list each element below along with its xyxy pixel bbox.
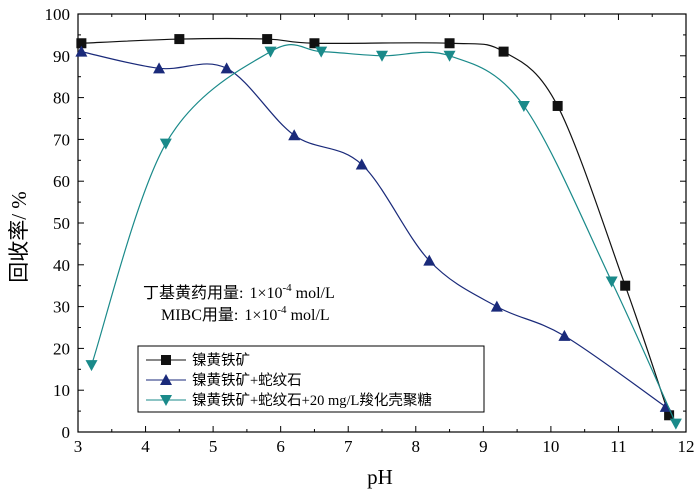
data-point-square <box>620 280 631 291</box>
y-axis-label: 回收率/ % <box>7 191 31 283</box>
y-tick-label: 30 <box>53 298 70 317</box>
series-layer <box>75 34 682 430</box>
legend-marker-triangle-up <box>160 374 172 385</box>
y-tick-label: 100 <box>45 5 71 24</box>
y-tick-label: 70 <box>53 130 70 149</box>
data-point-square <box>498 46 509 57</box>
x-tick-label: 6 <box>276 437 285 456</box>
annotation-mibc-dosage: MIBC用量: 1×10-4 mol/L <box>161 304 330 324</box>
data-point-triangle-down <box>443 50 456 62</box>
data-point-triangle-down <box>669 418 682 430</box>
annotation-block: 丁基黄药用量: 1×10-4 mol/L MIBC用量: 1×10-4 mol/L <box>143 282 335 324</box>
series-line-1 <box>81 37 670 416</box>
data-point-triangle-up <box>288 129 301 141</box>
data-point-triangle-up <box>153 62 166 74</box>
data-point-triangle-down <box>315 46 328 58</box>
data-point-square <box>664 410 675 421</box>
x-tick-label: 11 <box>610 437 626 456</box>
data-point-triangle-up <box>423 254 436 266</box>
legend-entry-nickel-pyrite-serpentine: 镍黄铁矿+蛇纹石 <box>146 372 302 389</box>
data-point-square <box>262 34 273 45</box>
y-tick-label: 80 <box>53 89 70 108</box>
y-tick-label: 90 <box>53 47 70 66</box>
data-point-square <box>76 38 87 49</box>
x-tick-label: 12 <box>678 437 695 456</box>
y-tick-label: 40 <box>53 256 70 275</box>
data-point-triangle-down <box>264 46 277 58</box>
x-tick-label: 5 <box>209 437 218 456</box>
legend-marker-square <box>161 355 171 365</box>
x-tick-label: 4 <box>141 437 150 456</box>
y-tick-label: 0 <box>62 423 71 442</box>
data-point-square <box>444 38 455 49</box>
x-tick-label: 8 <box>412 437 421 456</box>
legend-box <box>137 345 485 413</box>
x-tick-label: 10 <box>542 437 559 456</box>
y-tick-label: 10 <box>53 381 70 400</box>
data-point-triangle-down <box>159 138 172 150</box>
x-tick-label: 9 <box>479 437 488 456</box>
data-point-triangle-up <box>220 62 233 74</box>
series-line-2 <box>81 51 667 408</box>
y-tick-label: 20 <box>53 339 70 358</box>
legend-label-nickel-pyrite: 镍黄铁矿 <box>192 352 250 369</box>
x-axis-label: pH <box>367 465 393 489</box>
x-tick-label: 7 <box>344 437 353 456</box>
data-point-square <box>552 100 563 111</box>
data-point-square <box>174 34 185 45</box>
data-point-triangle-down <box>376 50 388 62</box>
data-point-triangle-down <box>605 276 618 288</box>
axes: 3 4 5 6 7 8 9 10 11 12 0 10 20 30 40 50 60 70 80 90 100 <box>45 5 695 456</box>
data-point-triangle-up <box>355 158 368 170</box>
legend-label-nickel-pyrite-serpentine: 镍黄铁矿+蛇纹石 <box>192 372 302 389</box>
legend-marker-triangle-down <box>160 395 172 406</box>
data-point-square <box>309 38 320 49</box>
legend-entry-nickel-pyrite: 镍黄铁矿 <box>146 352 250 369</box>
legend-label-with-chitosan: 镍黄铁矿+蛇纹石+20 mg/L羧化壳聚糖 <box>192 391 432 409</box>
data-point-triangle-up <box>558 329 571 341</box>
annotation-xanthate-dosage: 丁基黄药用量: 1×10-4 mol/L <box>143 282 335 302</box>
data-point-triangle-down <box>517 100 530 112</box>
y-tick-label: 60 <box>53 172 70 191</box>
y-tick-label: 50 <box>53 214 70 233</box>
y-axis-title: 回收率/ % <box>7 191 31 283</box>
legend: 镍黄铁矿 镍黄铁矿+蛇纹石 镍黄铁矿+蛇纹石+20 mg/L羧化壳聚糖 <box>137 345 485 413</box>
legend-entry-with-chitosan: 镍黄铁矿+蛇纹石+20 mg/L羧化壳聚糖 <box>146 391 432 409</box>
data-point-triangle-up <box>490 300 503 312</box>
data-point-triangle-up <box>75 45 88 57</box>
data-point-triangle-up <box>659 400 672 412</box>
data-point-triangle-down <box>85 360 98 372</box>
x-tick-label: 3 <box>74 437 83 456</box>
